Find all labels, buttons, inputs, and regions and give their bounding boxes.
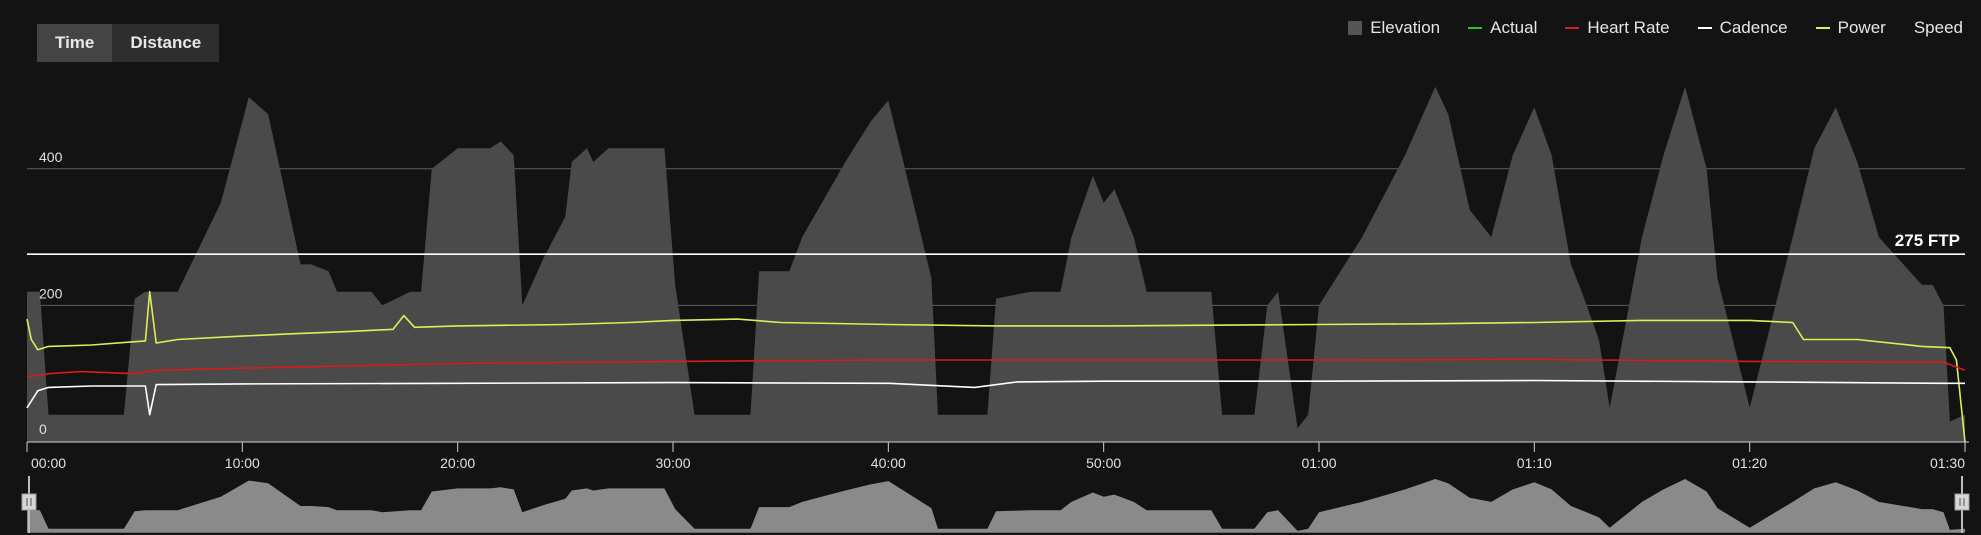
legend-label: Speed [1913, 18, 1963, 37]
legend-swatch [1565, 27, 1580, 29]
y-axis-layer: 0 200 400 [39, 149, 63, 437]
legend-item-actual[interactable]: Actual [1468, 18, 1537, 38]
handle-grip [1954, 493, 1970, 511]
x-tick-label: 40:00 [871, 455, 906, 471]
x-tick-label: 01:00 [1301, 455, 1336, 471]
elevation-layer [27, 86, 1965, 443]
distance-toggle-button[interactable]: Distance [112, 24, 220, 62]
legend-item-power[interactable]: Power [1815, 18, 1886, 38]
series-line-power [26, 290, 1966, 443]
x-tick-label: 10:00 [225, 455, 260, 471]
y-tick-label: 400 [39, 149, 63, 165]
time-toggle-button[interactable]: Time [37, 24, 113, 62]
y-tick-label: 200 [39, 285, 63, 301]
legend-swatch [1697, 27, 1712, 29]
legend-item-speed[interactable]: Speed [1914, 18, 1963, 38]
legend-label: Elevation [1370, 18, 1441, 37]
x-tick-label: 01:10 [1517, 455, 1552, 471]
ftp-layer: 275 FTP [27, 231, 1965, 255]
navigator-layer [21, 476, 1970, 533]
legend-item-cadence[interactable]: Cadence [1697, 18, 1788, 38]
navigator-left-handle[interactable] [21, 476, 37, 533]
y-tick-label: 0 [39, 421, 47, 437]
legend-label: Actual [1490, 18, 1538, 37]
legend-swatch [1348, 21, 1363, 35]
series-layer [26, 290, 1966, 443]
legend-label: Power [1837, 18, 1886, 37]
x-tick-label: 20:00 [440, 455, 475, 471]
ftp-label: 275 FTP [1895, 231, 1960, 250]
x-tick-label: 00:00 [31, 455, 66, 471]
legend-label: Heart Rate [1587, 18, 1670, 37]
legend-item-heart-rate[interactable]: Heart Rate [1565, 18, 1670, 38]
x-tick-label: 01:30 [1930, 455, 1965, 471]
legend-swatch [1815, 27, 1830, 29]
series-line-heart-rate [26, 358, 1966, 378]
series-line-cadence [26, 379, 1965, 416]
legend-swatch [1468, 27, 1483, 29]
handle-grip [21, 493, 37, 511]
elevation-area [27, 86, 1965, 443]
x-tick-label: 30:00 [655, 455, 690, 471]
x-tick-label: 01:20 [1732, 455, 1767, 471]
legend-item-elevation[interactable]: Elevation [1348, 18, 1440, 38]
x-axis-layer: 00:00 10:00 20:00 30:00 40:00 50:00 01:00 01:10… [26, 441, 1969, 471]
time-distance-toggle: Time Distance [37, 24, 220, 62]
legend-label: Cadence [1719, 18, 1788, 37]
chart-legend: Elevation Actual Heart Rate Cadence Power Spe… [1320, 14, 1963, 42]
navigator-right-handle[interactable] [1954, 476, 1970, 533]
x-tick-label: 50:00 [1086, 455, 1121, 471]
navigator-elevation [27, 479, 1965, 533]
